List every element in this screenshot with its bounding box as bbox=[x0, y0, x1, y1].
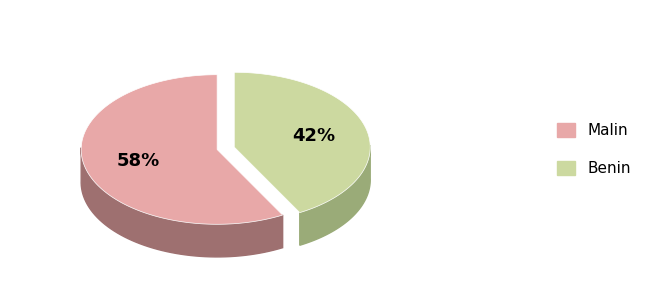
Polygon shape bbox=[300, 145, 370, 245]
Polygon shape bbox=[81, 148, 283, 257]
Text: 42%: 42% bbox=[291, 127, 335, 145]
Polygon shape bbox=[81, 75, 283, 224]
Legend: Malin, Benin: Malin, Benin bbox=[551, 117, 637, 182]
Polygon shape bbox=[234, 72, 370, 213]
Text: 58%: 58% bbox=[116, 152, 160, 170]
